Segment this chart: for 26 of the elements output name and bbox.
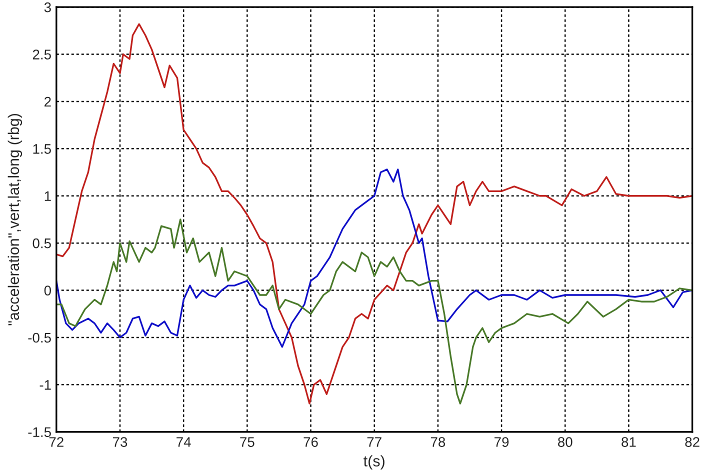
x-tick-label: 79 [494, 437, 509, 447]
x-tick-label: 80 [558, 437, 572, 447]
x-tick-label: 81 [622, 437, 636, 447]
y-tick-label: -1 [40, 380, 51, 390]
y-tick-label: 3 [44, 2, 51, 12]
y-tick-label: 1 [44, 191, 51, 201]
y-tick-label: 2 [44, 96, 51, 107]
line-series [56, 168, 692, 348]
x-axis-title: t(s) [364, 455, 384, 470]
x-tick-label: 78 [430, 437, 446, 447]
y-tick-label: -1.5 [28, 427, 51, 438]
y-tick-label: 2.5 [32, 50, 51, 60]
x-tick-label: 75 [240, 437, 254, 447]
x-tick-label: 82 [685, 437, 700, 447]
x-tick-label: 74 [176, 437, 191, 447]
line-series [56, 23, 692, 404]
y-tick-label: 0.5 [32, 238, 51, 248]
y-tick-label: -0.5 [28, 332, 51, 343]
x-tick-label: 72 [49, 437, 64, 447]
line-series [56, 218, 692, 404]
y-axis-title: "acceleration",vert,lat,long (rbg) [8, 114, 22, 326]
x-tick-label: 77 [367, 437, 382, 447]
x-tick-label: 73 [112, 437, 128, 447]
y-tick-label: 0 [44, 286, 51, 296]
x-tick-label: 76 [304, 437, 318, 447]
y-tick-label: 1.5 [33, 144, 51, 154]
